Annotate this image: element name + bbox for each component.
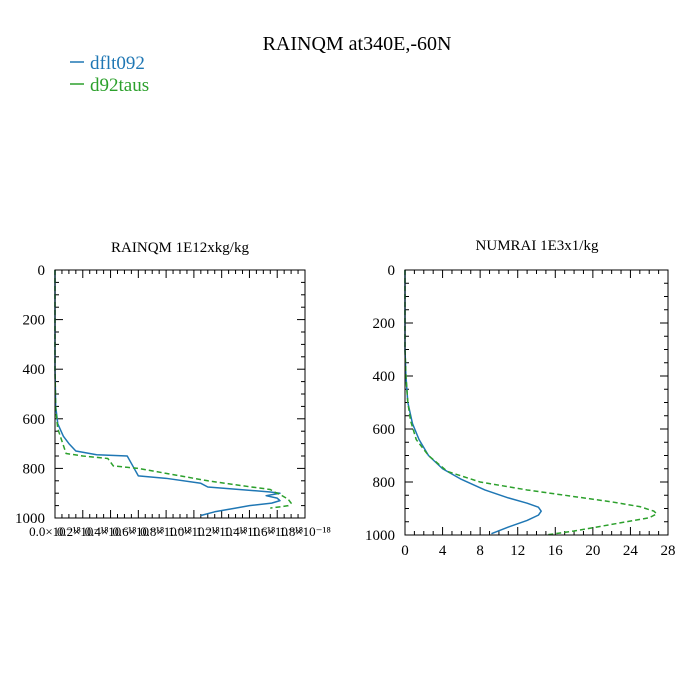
numrai-ytick-label: 1000 (365, 528, 395, 544)
numrai-ytick-label: 0 (388, 263, 396, 279)
numrai-xtick-label: 4 (439, 543, 447, 559)
rainqm-ytick-label: 200 (23, 313, 46, 329)
rainqm-xtick-label: 1.2×10⁻¹⁸ (196, 524, 248, 539)
rainqm-ytick-label: 1000 (15, 511, 45, 527)
numrai-ytick-label: 800 (373, 475, 396, 491)
panel-rainqm-ticks: 0 200 400 600 800 10000.0×10⁻¹⁸0.2×10⁻¹⁸0.4×1… (15, 263, 331, 539)
panel-rainqm-frame (54, 269, 306, 519)
rainqm-ytick-label: 0 (38, 263, 46, 279)
panel-numrai: NUMRAI 1E3x1/kg 0 200 400 600 800 1000 0 4 8 12 16… (365, 238, 676, 559)
numrai-ytick-label: 600 (373, 422, 396, 438)
numrai-xtick-label: 0 (401, 543, 409, 559)
legend-label-dflt092: dflt092 (90, 53, 145, 74)
rainqm-xtick-label: 0.8×10⁻¹⁸ (140, 524, 192, 539)
rainqm-xtick-label: 0.4×10⁻¹⁸ (85, 524, 137, 539)
panel-rainqm: RAINQM 1E12xkg/kg 0 200 400 600 800 10000.0×1… (15, 240, 331, 539)
numrai-xtick-label: 12 (510, 543, 525, 559)
rainqm-xtick-label: 0.0×10⁻¹⁸ (29, 524, 81, 539)
rainqm-xtick-label: 0.2×10⁻¹⁸ (57, 524, 109, 539)
numrai-xtick-label: 8 (476, 543, 484, 559)
numrai-xtick-label: 20 (585, 543, 600, 559)
numrai-ytick-label: 200 (373, 316, 396, 332)
panel-rainqm-title: RAINQM 1E12xkg/kg (111, 240, 249, 256)
numrai-series-d92taus (404, 270, 658, 536)
rainqm-ytick-label: 600 (23, 412, 46, 428)
numrai-ytick-label: 400 (373, 369, 396, 385)
rainqm-series-d92taus (54, 270, 292, 509)
numrai-xtick-label: 28 (661, 543, 676, 559)
rainqm-ytick-label: 800 (23, 461, 46, 477)
rainqm-xtick-label: 0.6×10⁻¹⁸ (112, 524, 164, 539)
rainqm-xtick-label: 1.8×10⁻¹⁸ (279, 524, 331, 539)
rainqm-xtick-label: 1.4×10⁻¹⁸ (224, 524, 276, 539)
panel-numrai-frame (404, 269, 669, 536)
panel-numrai-title: NUMRAI 1E3x1/kg (476, 238, 599, 254)
legend-label-d92taus: d92taus (90, 75, 149, 96)
rainqm-xtick-label: 1.6×10⁻¹⁸ (251, 524, 303, 539)
numrai-series-dflt092 (404, 270, 542, 535)
panel-numrai-series (404, 270, 658, 536)
rainqm-series-dflt092 (54, 270, 281, 517)
panel-rainqm-series (54, 270, 292, 517)
numrai-xtick-label: 24 (623, 543, 639, 559)
rainqm-ytick-label: 400 (23, 362, 46, 378)
numrai-xtick-label: 16 (548, 543, 564, 559)
panel-numrai-ticks: 0 200 400 600 800 1000 0 4 8 12 16 20 24 28 (365, 263, 676, 559)
figure-title: RAINQM at340E,-60N (263, 33, 452, 55)
legend: dflt092 d92taus (70, 53, 149, 96)
rainqm-xtick-label: 1.0×10⁻¹⁸ (168, 524, 220, 539)
